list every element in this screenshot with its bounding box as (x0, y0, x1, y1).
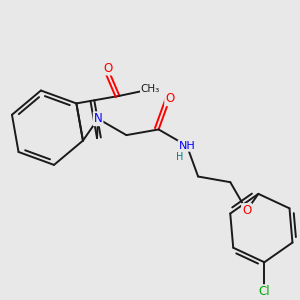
Text: N: N (94, 112, 103, 125)
Text: CH₃: CH₃ (141, 84, 160, 94)
Text: O: O (165, 92, 174, 105)
Text: O: O (242, 204, 251, 217)
Text: O: O (103, 61, 112, 74)
Text: NH: NH (178, 141, 195, 151)
Text: Cl: Cl (259, 285, 270, 298)
Text: H: H (176, 152, 183, 162)
